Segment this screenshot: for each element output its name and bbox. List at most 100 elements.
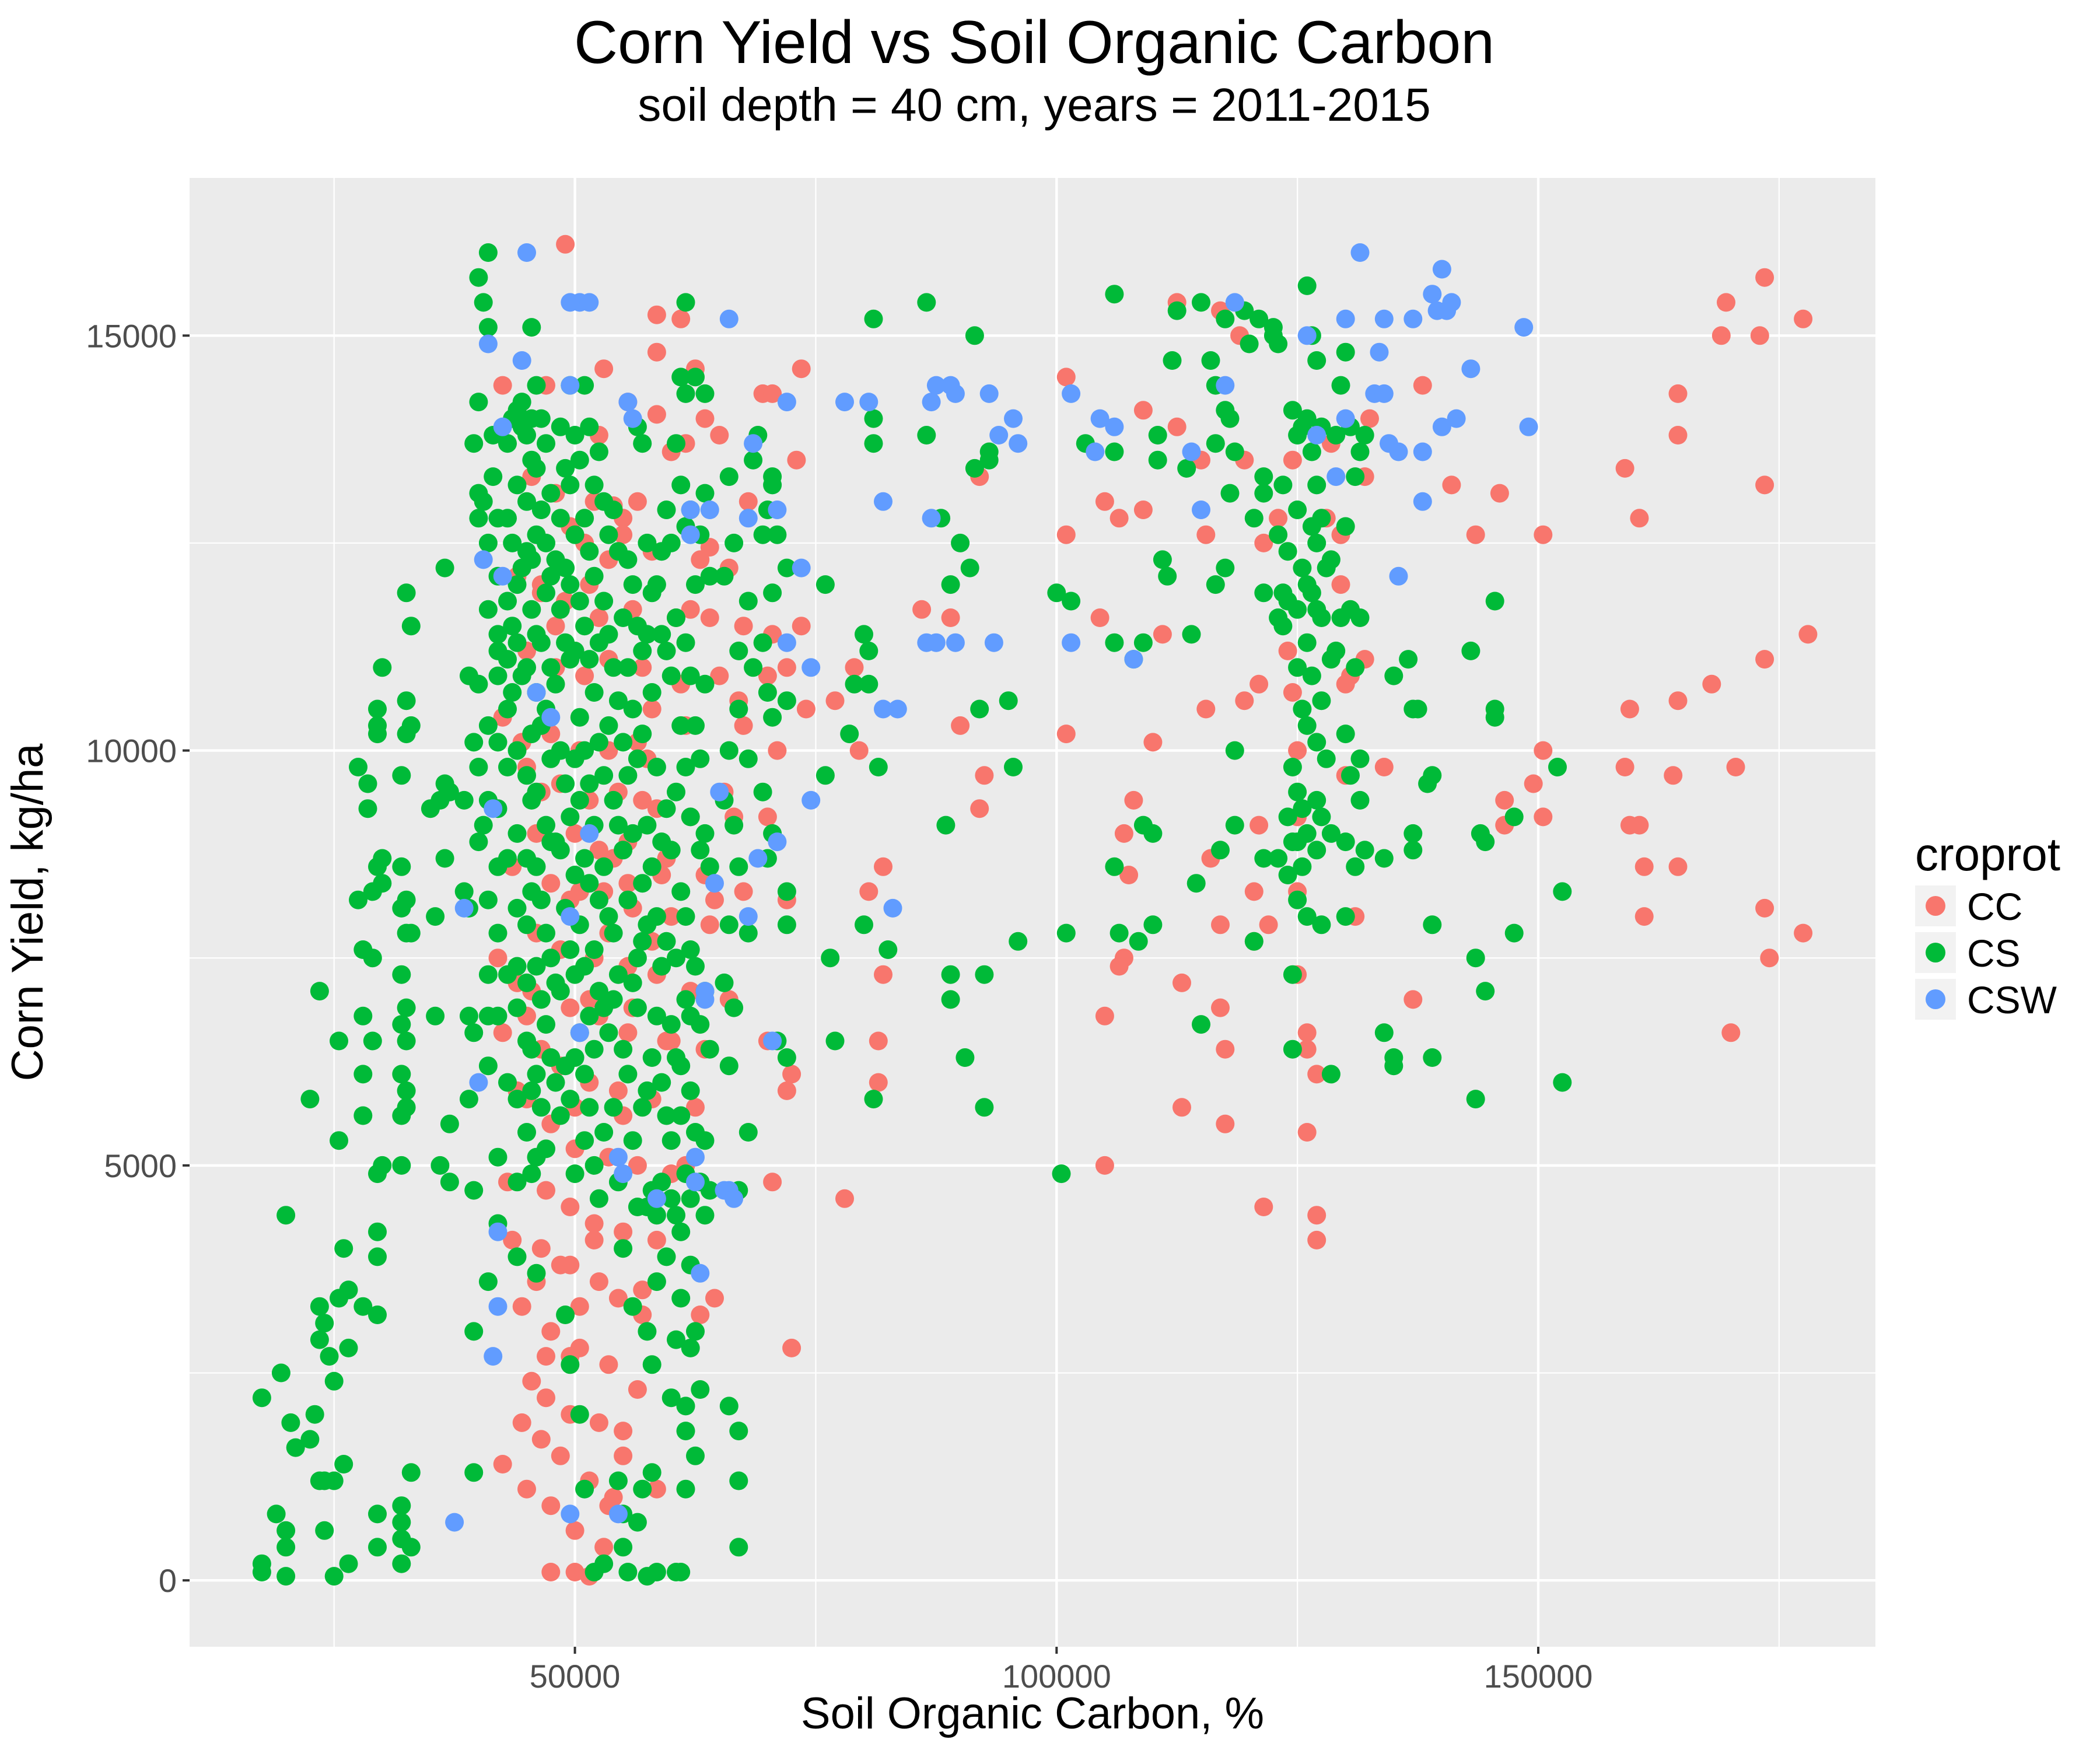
- data-point-cs: [565, 866, 584, 884]
- data-point-cs: [1350, 442, 1370, 461]
- data-point-cs: [392, 965, 411, 984]
- data-point-cs: [638, 816, 657, 835]
- data-point-cc: [1095, 492, 1114, 511]
- data-point-cc: [1495, 790, 1514, 810]
- data-point-csw: [738, 907, 758, 926]
- data-point-cs: [1350, 790, 1370, 810]
- data-point-csw: [719, 309, 738, 328]
- data-point-cs: [324, 1567, 344, 1586]
- data-point-cs: [719, 1396, 738, 1416]
- data-point-cs: [478, 890, 498, 909]
- data-point-cs: [671, 1106, 691, 1125]
- data-point-cc: [1133, 401, 1153, 420]
- data-point-cs: [662, 841, 681, 860]
- data-point-cs: [584, 1156, 604, 1175]
- data-point-cc: [594, 359, 614, 379]
- data-point-cs: [1302, 666, 1321, 685]
- data-point-cs: [1288, 782, 1307, 802]
- data-point-cc: [628, 492, 647, 511]
- data-point-cs: [1336, 907, 1355, 926]
- data-point-csw: [1370, 342, 1389, 362]
- data-point-cs: [580, 1006, 599, 1026]
- data-point-cs: [469, 268, 488, 287]
- data-point-cs: [647, 907, 666, 926]
- data-point-csw: [681, 501, 700, 519]
- data-point-cc: [782, 1338, 802, 1357]
- data-point-cc: [1297, 1023, 1317, 1042]
- data-point-cs: [695, 1206, 715, 1225]
- data-point-cs: [508, 633, 527, 652]
- data-point-csw: [922, 393, 941, 412]
- data-point-cs: [628, 1513, 647, 1532]
- data-point-cs: [1346, 658, 1365, 677]
- data-point-cc: [1615, 459, 1634, 478]
- data-point-cs: [657, 1106, 676, 1125]
- data-point-csw: [874, 699, 892, 719]
- data-point-csw: [922, 509, 941, 528]
- data-point-cs: [864, 309, 883, 328]
- data-point-cc: [589, 841, 608, 860]
- data-point-cs: [392, 1496, 411, 1516]
- data-point-cs: [561, 807, 580, 827]
- data-point-cs: [633, 724, 652, 744]
- data-point-cc: [1524, 774, 1543, 793]
- data-point-cs: [397, 1081, 416, 1100]
- data-point-cs: [1110, 923, 1129, 943]
- data-point-cs: [951, 533, 970, 552]
- data-point-cs: [488, 1147, 508, 1167]
- data-point-cs: [638, 625, 657, 644]
- data-point-cs: [695, 824, 715, 843]
- data-point-cs: [657, 1247, 676, 1266]
- data-point-cs: [392, 766, 411, 785]
- data-point-cs: [556, 774, 575, 793]
- data-point-cs: [864, 1090, 883, 1109]
- data-point-cs: [324, 1471, 344, 1490]
- data-point-cs: [667, 949, 685, 968]
- data-point-cc: [565, 824, 584, 843]
- data-point-cs: [647, 1563, 666, 1581]
- data-point-cs: [695, 384, 715, 403]
- data-point-cs: [647, 1272, 666, 1292]
- data-point-cs: [286, 1438, 305, 1457]
- data-point-cs: [589, 982, 608, 1001]
- data-point-cc: [1668, 426, 1688, 444]
- data-point-cs: [1163, 351, 1182, 370]
- data-point-csw: [1432, 260, 1451, 279]
- data-point-cs: [1105, 633, 1124, 652]
- data-point-cs: [426, 907, 445, 926]
- data-point-cs: [1254, 484, 1273, 503]
- data-point-cs: [305, 1405, 324, 1424]
- data-point-cc: [614, 1222, 633, 1241]
- data-point-csw: [484, 799, 503, 818]
- data-point-csw: [768, 832, 787, 852]
- data-point-cs: [1283, 758, 1302, 776]
- data-point-cc: [561, 1198, 580, 1216]
- data-point-cs: [522, 550, 541, 569]
- data-point-cc: [1297, 1123, 1317, 1142]
- data-point-cs: [1312, 807, 1331, 827]
- data-point-cs: [1297, 824, 1317, 843]
- data-point-csw: [1105, 417, 1124, 436]
- data-point-cs: [1548, 758, 1567, 776]
- data-point-cs: [700, 1040, 719, 1059]
- data-point-cc: [618, 874, 638, 893]
- data-point-cs: [1220, 409, 1240, 428]
- data-point-cs: [469, 393, 488, 412]
- data-point-cc: [792, 359, 811, 379]
- data-point-csw: [541, 708, 561, 727]
- data-point-cs: [618, 550, 638, 569]
- data-point-cs: [691, 1380, 710, 1399]
- data-point-cs: [618, 1563, 638, 1581]
- data-point-cs: [397, 1031, 416, 1051]
- legend-key-cc: [1926, 896, 1945, 916]
- data-point-cc: [551, 1255, 570, 1275]
- legend-item-cc: CC: [1915, 885, 2022, 928]
- data-point-cs: [695, 674, 715, 694]
- data-point-cs: [324, 1371, 344, 1391]
- data-point-cs: [1192, 1015, 1210, 1034]
- data-point-cs: [498, 650, 517, 669]
- data-point-cc: [1172, 973, 1191, 992]
- data-point-cs: [392, 1554, 411, 1573]
- data-point-cs: [1341, 766, 1360, 785]
- data-point-cs: [1216, 309, 1235, 328]
